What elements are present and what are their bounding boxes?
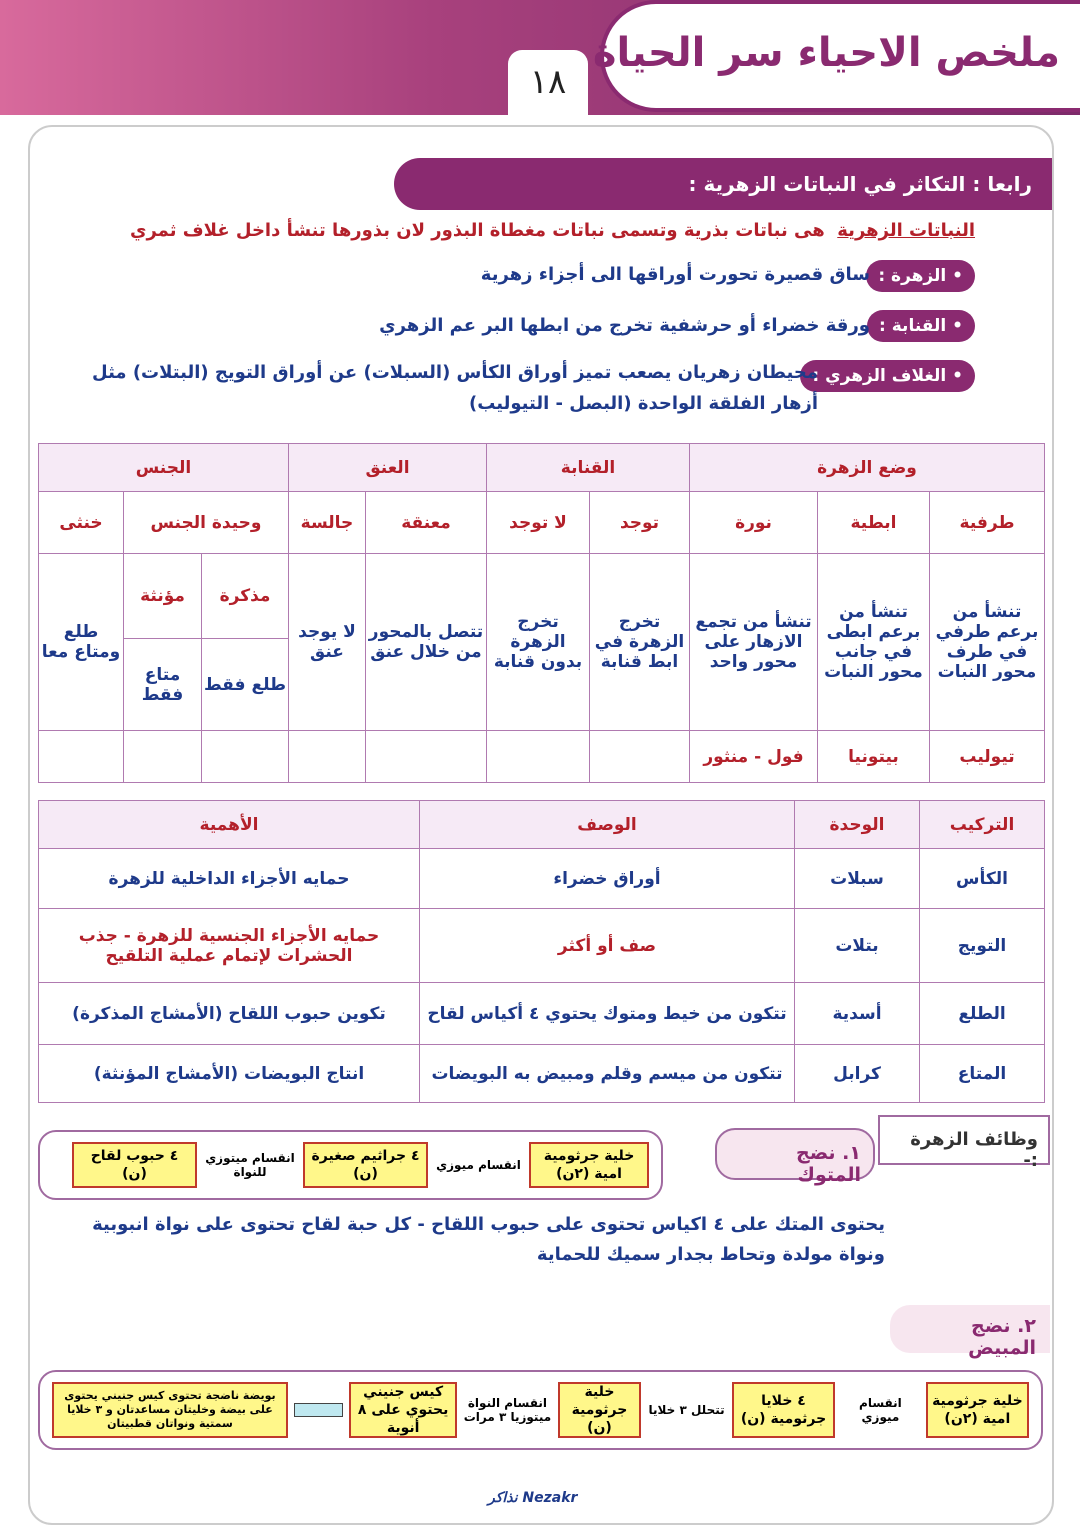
cell: متاع فقط bbox=[123, 638, 202, 731]
cell: سبلات bbox=[794, 848, 920, 909]
header-cell: الوصف bbox=[419, 800, 795, 849]
cell: تنشأ من برعم طرفي في طرف محور النبات bbox=[929, 553, 1045, 731]
ovary-title: ٢. نضج المبيض bbox=[890, 1305, 1050, 1359]
term-text: ورقة خضراء أو حرشفية تخرج من ابطها البر … bbox=[379, 315, 870, 336]
flow-box: خلية جرثومية امية (٢ن) bbox=[529, 1142, 649, 1188]
cell: فول - منثور bbox=[689, 730, 818, 783]
cell: تنشأ من تجمع الازهار على محور واحد bbox=[689, 553, 818, 731]
cell: نورة bbox=[689, 491, 818, 554]
cell: تتكون من خيط ومتوك يحتوي ٤ أكياس لقاح bbox=[419, 982, 795, 1045]
anther-text: يحتوى المتك على ٤ اكياس تحتوى على حبوب ا… bbox=[92, 1214, 885, 1235]
cell: أوراق خضراء bbox=[419, 848, 795, 909]
cell: تيوليب bbox=[929, 730, 1045, 783]
cell: معنقة bbox=[365, 491, 487, 554]
ovule-flow: خلية جرثومية امية (٢ن) انقسام ميوزي ٤ خل… bbox=[38, 1370, 1043, 1450]
functions-title: وظائف الزهرة :- bbox=[878, 1115, 1050, 1171]
cell: مذكرة bbox=[201, 553, 289, 639]
cell: ابطية bbox=[817, 491, 930, 554]
cell: المتاع bbox=[919, 1044, 1045, 1103]
definition: النباتات الزهرية هى نباتات بذرية وتسمى ن… bbox=[130, 220, 975, 241]
page-title: ملخص الاحياء سر الحياة bbox=[592, 30, 1060, 76]
header-cell: العنق bbox=[288, 443, 487, 492]
cell: انتاج البويضات (الأمشاج المؤنثة) bbox=[38, 1044, 420, 1103]
header-cell: الوحدة bbox=[794, 800, 920, 849]
header-cell: الجنس bbox=[38, 443, 289, 492]
flow-box: بويضة ناضجة تحتوى كيس جنيني يحتوى على بي… bbox=[52, 1382, 288, 1438]
cell: خنثى bbox=[38, 491, 124, 554]
flow-box: ٤ حبوب لقاح (ن) bbox=[72, 1142, 197, 1188]
arrow-icon bbox=[293, 1403, 344, 1417]
cell: توجد bbox=[589, 491, 690, 554]
flow-label: تتحلل ٣ خلايا bbox=[648, 1403, 725, 1417]
flow-label: انقسام ميوزي bbox=[859, 1396, 902, 1424]
title-banner bbox=[600, 0, 1080, 112]
cell: جالسة bbox=[288, 491, 366, 554]
flower-parts-table: التركيب الوحدة الوصف الأهمية الكأس سبلات أورا… bbox=[38, 800, 1045, 1103]
flow-box: ٤ جراثيم صغيرة (ن) bbox=[303, 1142, 428, 1188]
cell: بيتونيا bbox=[817, 730, 930, 783]
cell: طلع ومتاع معا bbox=[38, 553, 124, 731]
cell: تخرج الزهرة في ابط قنابة bbox=[589, 553, 690, 731]
cell: تتصل بالمحور من خلال عنق bbox=[365, 553, 487, 731]
cell: كرابل bbox=[794, 1044, 920, 1103]
cell: طرفية bbox=[929, 491, 1045, 554]
page-number: ١٨ bbox=[508, 50, 588, 115]
term-text: ساق قصيرة تحورت أوراقها الى أجزاء زهرية bbox=[480, 264, 870, 285]
header-cell: التركيب bbox=[919, 800, 1045, 849]
cell: مؤنثة bbox=[123, 553, 202, 639]
flow-box: ٤ خلايا جرثومية (ن) bbox=[731, 1382, 836, 1438]
cell: حمايه الأجزاء الجنسية للزهرة - جذب الحشر… bbox=[38, 908, 420, 983]
pollen-flow: خلية جرثومية امية (٢ن) انقسام ميوزي ٤ جر… bbox=[38, 1130, 663, 1200]
cell: أسدية bbox=[794, 982, 920, 1045]
definition-term: النباتات الزهرية bbox=[837, 220, 975, 241]
flow-box: خلية جرثومية (ن) bbox=[557, 1382, 642, 1438]
flow-label: انقسام النواة ميتوزيا ٣ مرات bbox=[463, 1396, 552, 1424]
cell: الطلع bbox=[919, 982, 1045, 1045]
flower-types-table: وضع الزهرة القنابة العنق الجنس طرفية ابطية نو… bbox=[38, 443, 1045, 783]
term-text-cont: أزهار الفلقة الواحدة (البصل - التيوليب) bbox=[468, 393, 818, 414]
cell: تتكون من ميسم وقلم ومبيض به البويضات bbox=[419, 1044, 795, 1103]
cell: تكوين حبوب اللقاح (الأمشاج المذكرة) bbox=[38, 982, 420, 1045]
header-cell: الأهمية bbox=[38, 800, 420, 849]
term-label: • الغلاف الزهري : bbox=[800, 360, 975, 392]
cell: تخرج الزهرة بدون قنابة bbox=[486, 553, 590, 731]
cell: لا توجد bbox=[486, 491, 590, 554]
cell: صف أو أكثر bbox=[419, 908, 795, 983]
cell: وحيدة الجنس bbox=[123, 491, 289, 554]
section-title: رابعا : التكاثر في النباتات الزهرية : bbox=[394, 158, 1052, 210]
logo: Nezakr نذاكر bbox=[488, 1490, 578, 1506]
flow-label: انقسام ميوزي bbox=[436, 1158, 521, 1172]
anther-title: ١. نضج المتوك bbox=[715, 1128, 875, 1186]
definition-text: هى نباتات بذرية وتسمى نباتات مغطاة البذو… bbox=[129, 220, 825, 241]
cell: التويج bbox=[919, 908, 1045, 983]
cell: حمايه الأجزاء الداخلية للزهرة bbox=[38, 848, 420, 909]
cell: بتلات bbox=[794, 908, 920, 983]
flow-box: خلية جرثومية امية (٢ن) bbox=[925, 1382, 1029, 1438]
header-cell: القنابة bbox=[486, 443, 690, 492]
page-frame bbox=[28, 125, 1054, 1525]
term-label: • القنابة : bbox=[867, 310, 975, 342]
flow-label: انقسام ميتوزي للنواة bbox=[205, 1151, 295, 1179]
cell: طلع فقط bbox=[201, 638, 289, 731]
term-label: • الزهرة : bbox=[866, 260, 975, 292]
flow-box: كيس جنيني يحتوي على ٨ أنوية bbox=[349, 1382, 458, 1438]
cell: الكأس bbox=[919, 848, 1045, 909]
header-cell: وضع الزهرة bbox=[689, 443, 1045, 492]
cell: تنشأ من برعم ابطى في جانب محور النبات bbox=[817, 553, 930, 731]
term-text: محيطان زهريان يصعب تميز أوراق الكأس (الس… bbox=[92, 362, 818, 383]
cell: لا يوجد عنق bbox=[288, 553, 366, 731]
anther-text: ونواة مولدة وتحاط بجدار سميك للحماية bbox=[536, 1244, 885, 1265]
